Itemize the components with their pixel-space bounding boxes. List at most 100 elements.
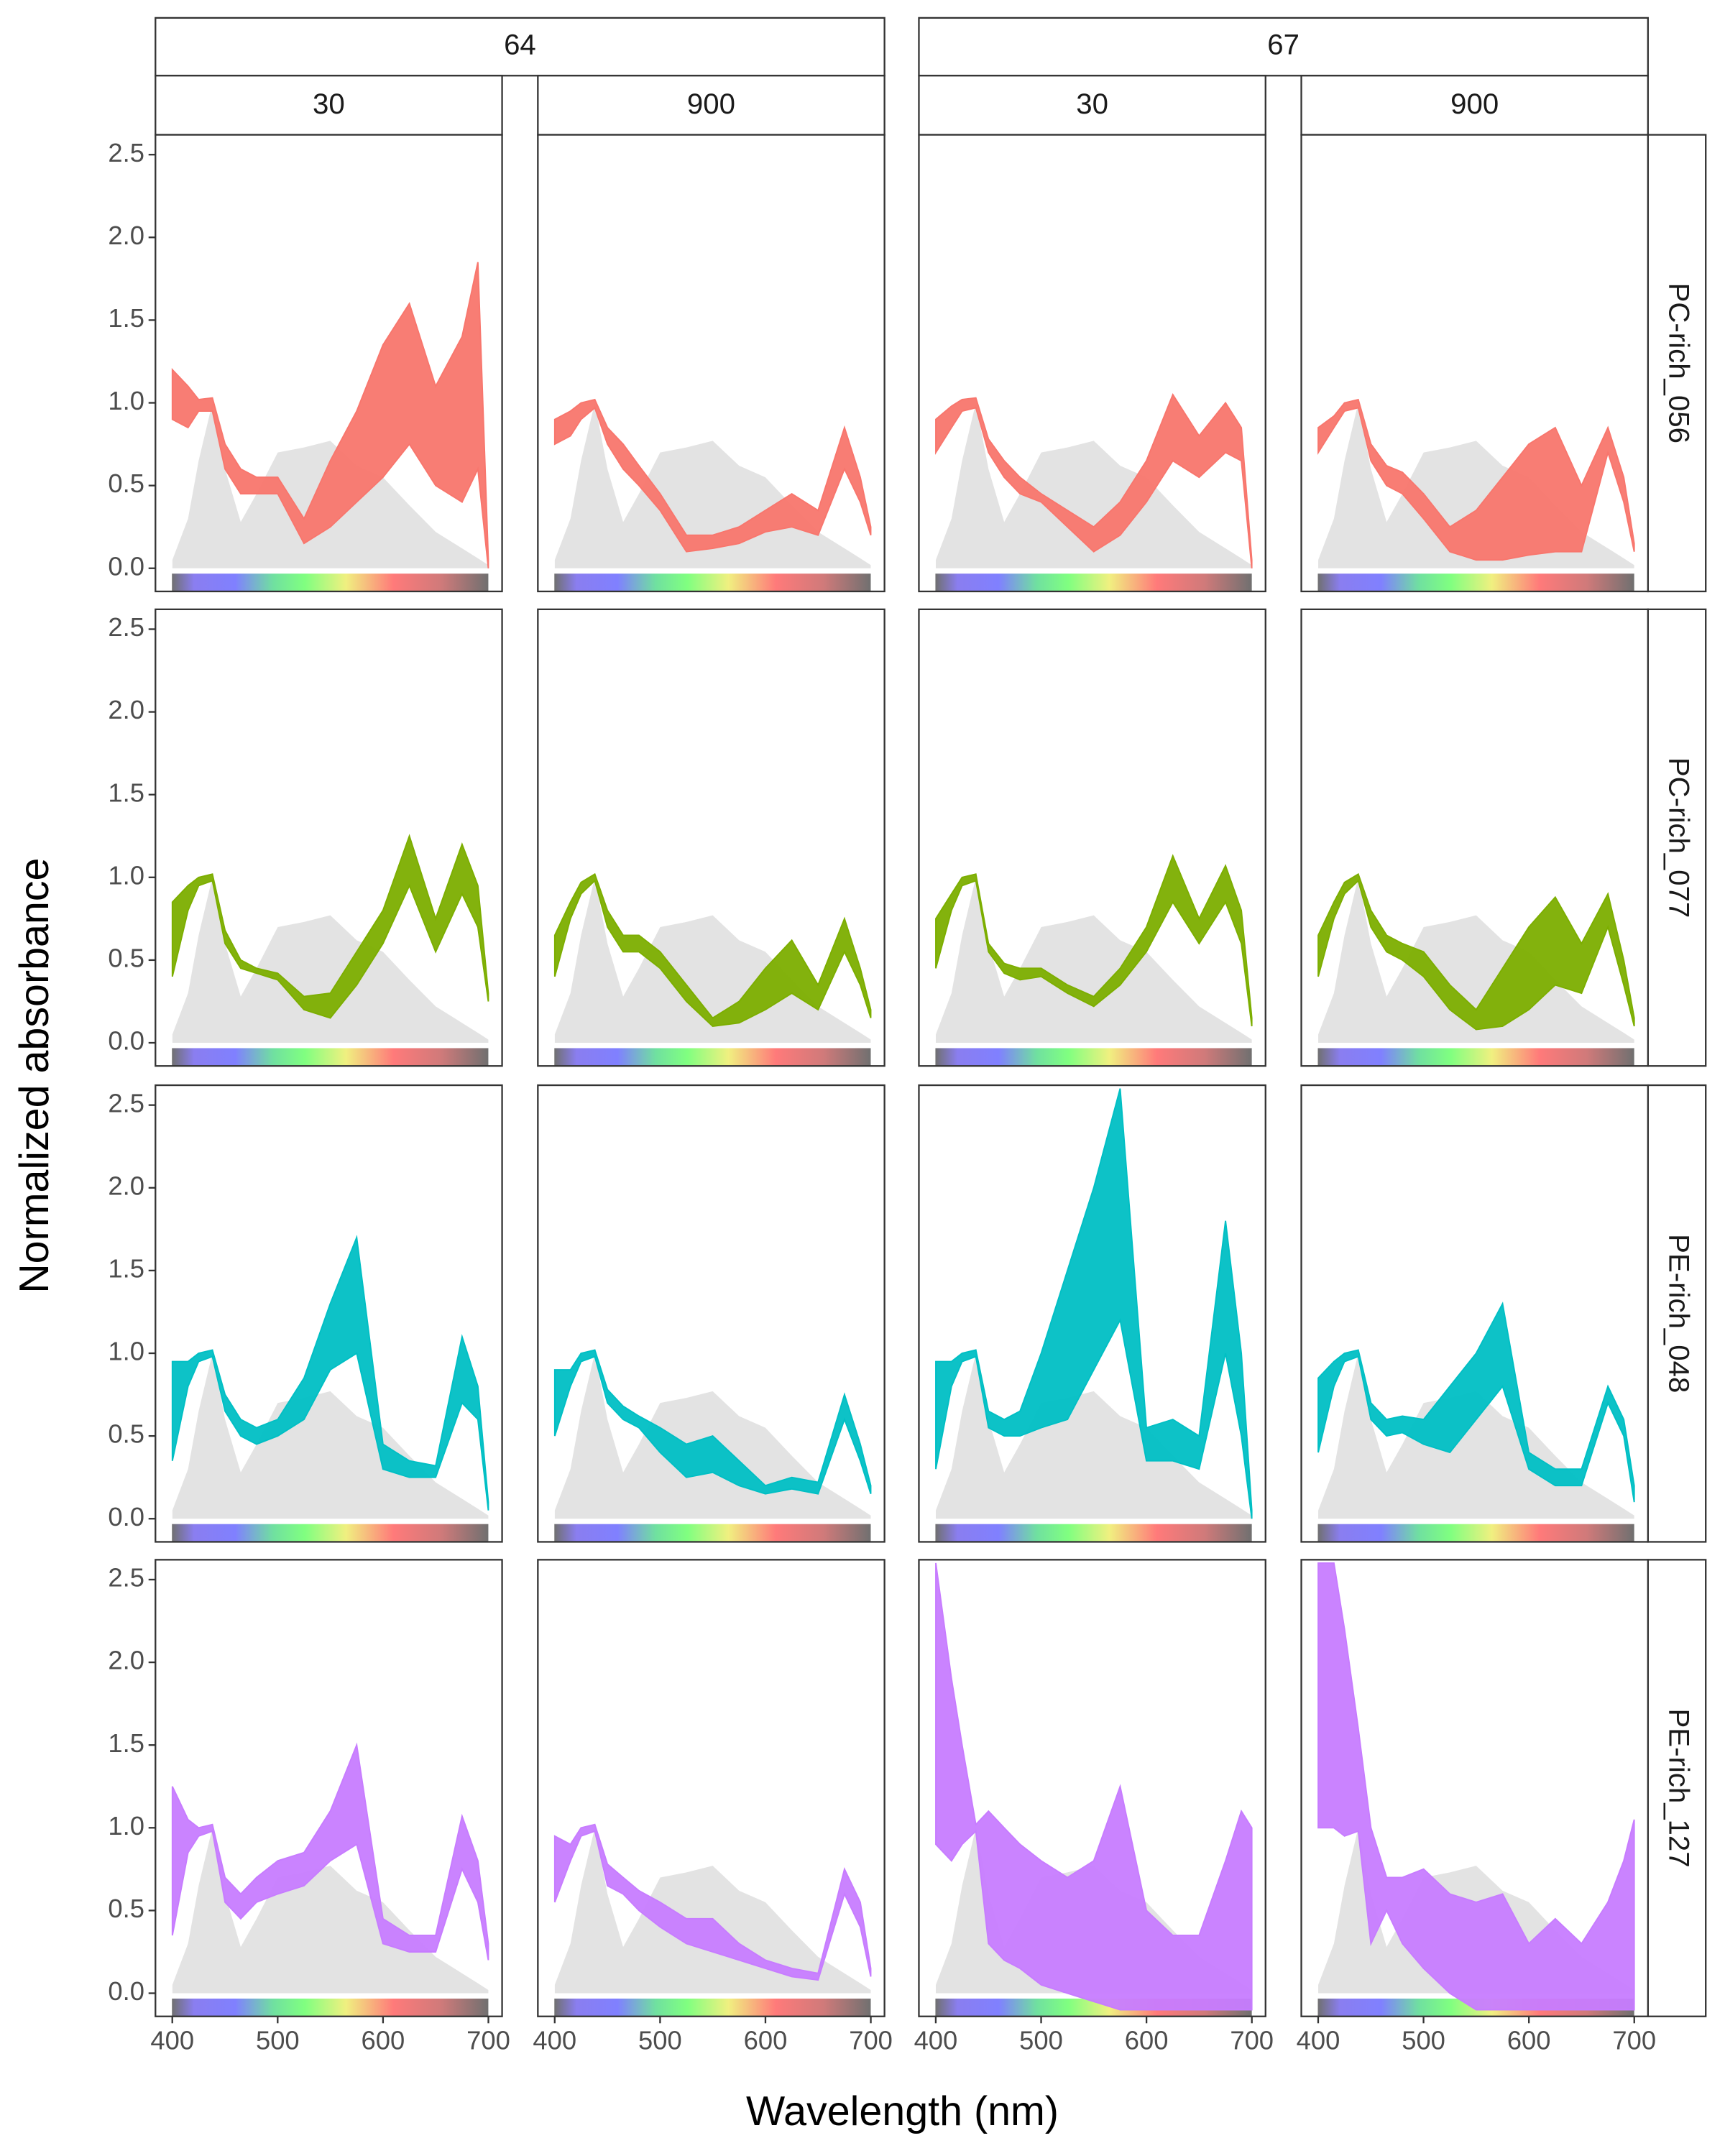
- panel: [538, 1560, 885, 2017]
- absorbance-ribbon: [935, 393, 1253, 568]
- x-tick-label: 400: [150, 2026, 194, 2055]
- y-tick-label: 1.5: [108, 1728, 144, 1758]
- spectrum-bar: [935, 1048, 1252, 1067]
- panel: [155, 609, 502, 1067]
- strip-box: [537, 75, 886, 136]
- reference-area: [936, 1353, 1252, 1519]
- spectrum-bar: [1317, 1524, 1634, 1542]
- x-axis-title: Wavelength (nm): [746, 2088, 1059, 2134]
- y-tick-label: 1.0: [108, 1811, 144, 1841]
- x-tick-label: 500: [1402, 2026, 1445, 2055]
- panel-border: [155, 134, 503, 593]
- panel: [1301, 134, 1648, 591]
- spectrum-bar: [172, 1048, 489, 1067]
- spectrum-bar: [554, 1524, 871, 1542]
- panel: [919, 609, 1266, 1067]
- x-tick-label: 700: [1230, 2026, 1274, 2055]
- spectrum-bar: [935, 1524, 1252, 1542]
- absorbance-ribbon: [935, 1562, 1253, 2011]
- spectrum-bar: [172, 573, 489, 591]
- x-tick-label: 400: [533, 2026, 576, 2055]
- y-tick-label: 2.5: [108, 1088, 144, 1118]
- absorbance-ribbon: [171, 262, 489, 568]
- panel-border: [155, 1084, 503, 1543]
- y-tick-label: 1.0: [108, 860, 144, 890]
- panel-border: [1300, 134, 1649, 593]
- panel: [1301, 1560, 1648, 2017]
- panel-border: [1300, 1559, 1649, 2017]
- y-tick-label: 0.5: [108, 1894, 144, 1923]
- x-tick-label: 500: [1019, 2026, 1063, 2055]
- panel-border: [918, 1559, 1266, 2017]
- strip-label: 900: [1450, 88, 1499, 120]
- strip-box: [1647, 1559, 1707, 2017]
- x-tick-label: 400: [1297, 2026, 1340, 2055]
- panel-border: [1300, 1084, 1649, 1543]
- x-tick-label: 400: [914, 2026, 958, 2055]
- panel-border: [918, 134, 1266, 593]
- y-tick-label: 2.0: [108, 1646, 144, 1675]
- y-tick-label: 2.5: [108, 138, 144, 167]
- absorbance-ribbon: [1317, 872, 1635, 1031]
- y-tick-label: 1.0: [108, 1337, 144, 1366]
- spectrum-bar: [554, 1998, 871, 2017]
- panel: [1301, 609, 1648, 1067]
- strip-box: [155, 75, 503, 136]
- spectrum-bar: [1317, 1048, 1634, 1067]
- absorbance-ribbon: [171, 1235, 489, 1511]
- absorbance-ribbon: [935, 854, 1253, 1027]
- strip-box: [1647, 608, 1707, 1067]
- x-tick-label: 600: [362, 2026, 405, 2055]
- panel: [155, 1085, 502, 1542]
- panel-border: [918, 1084, 1266, 1543]
- strip-label: PC-rich_077: [1662, 757, 1695, 918]
- absorbance-ribbon: [1317, 398, 1635, 561]
- strip-label: PC-rich_056: [1662, 283, 1695, 443]
- panel: [155, 134, 502, 591]
- strip-label: 900: [687, 88, 735, 120]
- y-tick-label: 0.0: [108, 1502, 144, 1531]
- reference-area: [936, 877, 1252, 1044]
- reference-area: [554, 1828, 871, 1994]
- spectrum-bar: [172, 1998, 489, 2017]
- panel-border: [537, 1084, 886, 1543]
- y-tick-label: 2.5: [108, 612, 144, 642]
- spectrum-bar: [172, 1524, 489, 1542]
- reference-area: [172, 877, 489, 1044]
- spectrum-bar: [935, 573, 1252, 591]
- y-tick-label: 0.0: [108, 1976, 144, 2006]
- panel: [538, 134, 885, 591]
- strip-box: [918, 17, 1649, 77]
- y-tick-label: 0.0: [108, 1026, 144, 1056]
- absorbance-ribbon: [171, 1742, 489, 1961]
- reference-area: [936, 402, 1252, 568]
- y-tick-label: 2.5: [108, 1563, 144, 1593]
- y-tick-label: 0.5: [108, 1419, 144, 1449]
- strip-label: 30: [1076, 88, 1108, 120]
- strip-label: PE-rich_048: [1662, 1234, 1695, 1393]
- strip-box: [1647, 134, 1707, 593]
- panel: [919, 1560, 1266, 2017]
- panel: [538, 1085, 885, 1542]
- panel: [155, 1560, 502, 2017]
- y-tick-label: 0.5: [108, 944, 144, 973]
- x-tick-label: 500: [256, 2026, 300, 2055]
- panel-border: [918, 608, 1266, 1067]
- absorbance-ribbon: [553, 1823, 872, 1981]
- absorbance-ribbon: [171, 834, 489, 1019]
- absorbance-ribbon: [1317, 1302, 1635, 1503]
- x-tick-label: 600: [1125, 2026, 1169, 2055]
- absorbance-ribbon: [553, 398, 872, 553]
- x-tick-label: 700: [849, 2026, 893, 2055]
- x-tick-label: 700: [466, 2026, 510, 2055]
- strip-label: 67: [1267, 29, 1300, 61]
- spectrum-bar: [554, 573, 871, 591]
- spectrum-bar: [1317, 573, 1634, 591]
- y-tick-label: 0.0: [108, 551, 144, 581]
- panel-border: [155, 608, 503, 1067]
- y-tick-label: 2.0: [108, 221, 144, 250]
- strip-box: [1647, 1084, 1707, 1543]
- panel-border: [537, 608, 886, 1067]
- y-tick-label: 1.5: [108, 778, 144, 807]
